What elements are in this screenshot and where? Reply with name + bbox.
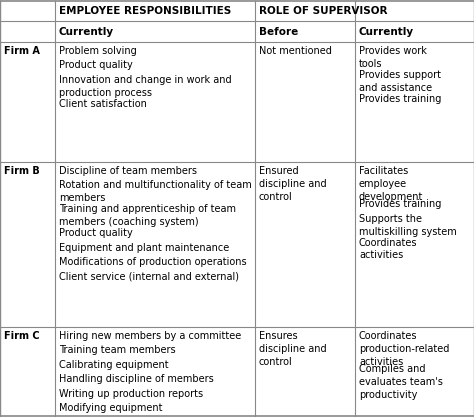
Text: Rotation and multifunctionality of team
members: Rotation and multifunctionality of team … xyxy=(59,181,252,203)
Text: Client satisfaction: Client satisfaction xyxy=(59,99,147,109)
Text: Compiles and
evaluates team's
productivity: Compiles and evaluates team's productivi… xyxy=(359,364,443,400)
Text: Before: Before xyxy=(259,27,298,37)
Text: Coordinates
production-related
activities: Coordinates production-related activitie… xyxy=(359,331,449,367)
Text: Equipment and plant maintenance: Equipment and plant maintenance xyxy=(59,243,229,253)
Text: Modifying equipment: Modifying equipment xyxy=(59,403,163,413)
Text: Product quality: Product quality xyxy=(59,228,133,238)
Text: Provides training: Provides training xyxy=(359,94,441,104)
Text: Supports the
multiskilling system: Supports the multiskilling system xyxy=(359,214,457,236)
Text: Not mentioned: Not mentioned xyxy=(259,46,332,56)
Text: Modifications of production operations: Modifications of production operations xyxy=(59,257,246,267)
Text: Training team members: Training team members xyxy=(59,345,176,355)
Text: Firm B: Firm B xyxy=(4,166,40,176)
Text: Provides support
and assistance: Provides support and assistance xyxy=(359,70,441,93)
Text: Problem solving: Problem solving xyxy=(59,46,137,56)
Text: Provides training: Provides training xyxy=(359,199,441,209)
Text: Calibrating equipment: Calibrating equipment xyxy=(59,360,169,370)
Text: Ensured
discipline and
control: Ensured discipline and control xyxy=(259,166,327,201)
Text: Training and apprenticeship of team
members (coaching system): Training and apprenticeship of team memb… xyxy=(59,204,236,227)
Text: Currently: Currently xyxy=(59,27,114,37)
Text: Currently: Currently xyxy=(359,27,414,37)
Text: Ensures
discipline and
control: Ensures discipline and control xyxy=(259,331,327,367)
Text: Firm C: Firm C xyxy=(4,331,40,341)
Text: Discipline of team members: Discipline of team members xyxy=(59,166,197,176)
Text: Product quality: Product quality xyxy=(59,60,133,70)
Text: Handling discipline of members: Handling discipline of members xyxy=(59,374,214,384)
Text: Coordinates
activities: Coordinates activities xyxy=(359,238,418,261)
Text: Client service (internal and external): Client service (internal and external) xyxy=(59,271,239,281)
Text: Provides work
tools: Provides work tools xyxy=(359,46,427,69)
Text: Writing up production reports: Writing up production reports xyxy=(59,389,203,399)
Text: ROLE OF SUPERVISOR: ROLE OF SUPERVISOR xyxy=(259,6,388,16)
Text: Hiring new members by a committee: Hiring new members by a committee xyxy=(59,331,241,341)
Text: Firm A: Firm A xyxy=(4,46,40,56)
Text: Facilitates
employee
development: Facilitates employee development xyxy=(359,166,423,201)
Text: Innovation and change in work and
production process: Innovation and change in work and produc… xyxy=(59,75,232,98)
Text: EMPLOYEE RESPONSIBILITIES: EMPLOYEE RESPONSIBILITIES xyxy=(59,6,231,16)
